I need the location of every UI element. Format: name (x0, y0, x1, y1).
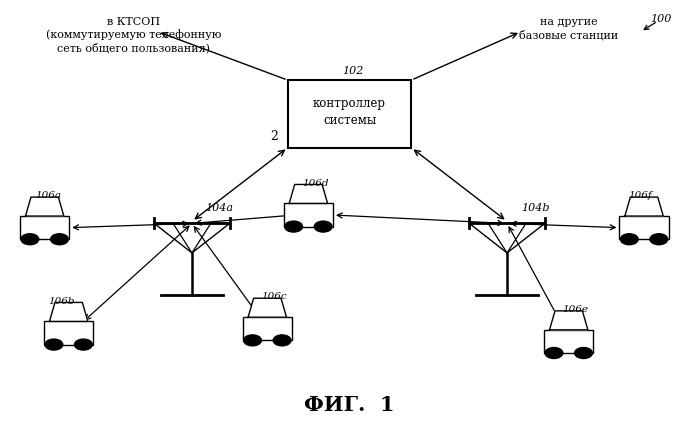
Text: базовые станции: базовые станции (519, 30, 619, 40)
Polygon shape (289, 184, 328, 203)
Text: 2: 2 (270, 130, 278, 143)
Polygon shape (25, 197, 64, 216)
Bar (20, 216, 69, 239)
Text: 106a: 106a (35, 191, 61, 200)
Circle shape (273, 335, 291, 346)
Circle shape (650, 234, 668, 245)
Circle shape (620, 234, 638, 245)
Text: ФИГ.  1: ФИГ. 1 (304, 395, 395, 415)
Text: 104b: 104b (521, 203, 549, 213)
Circle shape (45, 339, 63, 350)
Bar (243, 317, 292, 341)
Circle shape (243, 335, 261, 346)
Text: (коммутируемую телефонную: (коммутируемую телефонную (46, 29, 222, 40)
Text: 106c: 106c (261, 292, 287, 301)
Bar (288, 80, 411, 147)
Bar (44, 321, 93, 344)
Bar (619, 216, 669, 239)
Polygon shape (625, 197, 663, 216)
Circle shape (575, 347, 593, 359)
Text: 106b: 106b (48, 297, 75, 306)
Text: 106e: 106e (563, 305, 589, 314)
Circle shape (284, 221, 303, 232)
Circle shape (50, 234, 69, 245)
Polygon shape (549, 311, 588, 330)
Circle shape (545, 347, 563, 359)
Circle shape (315, 221, 332, 232)
Polygon shape (248, 298, 287, 317)
Text: 104a: 104a (206, 203, 233, 213)
Bar (544, 330, 593, 353)
Text: в КТСОП: в КТСОП (107, 18, 160, 28)
Text: 102: 102 (343, 66, 363, 76)
Text: контроллер
системы: контроллер системы (313, 97, 386, 127)
Text: 106f: 106f (629, 191, 652, 200)
Bar (284, 203, 333, 227)
Circle shape (21, 234, 38, 245)
Circle shape (75, 339, 92, 350)
Polygon shape (50, 302, 88, 321)
Text: на другие: на другие (540, 18, 598, 28)
Text: 100: 100 (651, 14, 672, 24)
Text: сеть общего пользования): сеть общего пользования) (57, 42, 210, 53)
Text: 106d: 106d (302, 178, 329, 187)
